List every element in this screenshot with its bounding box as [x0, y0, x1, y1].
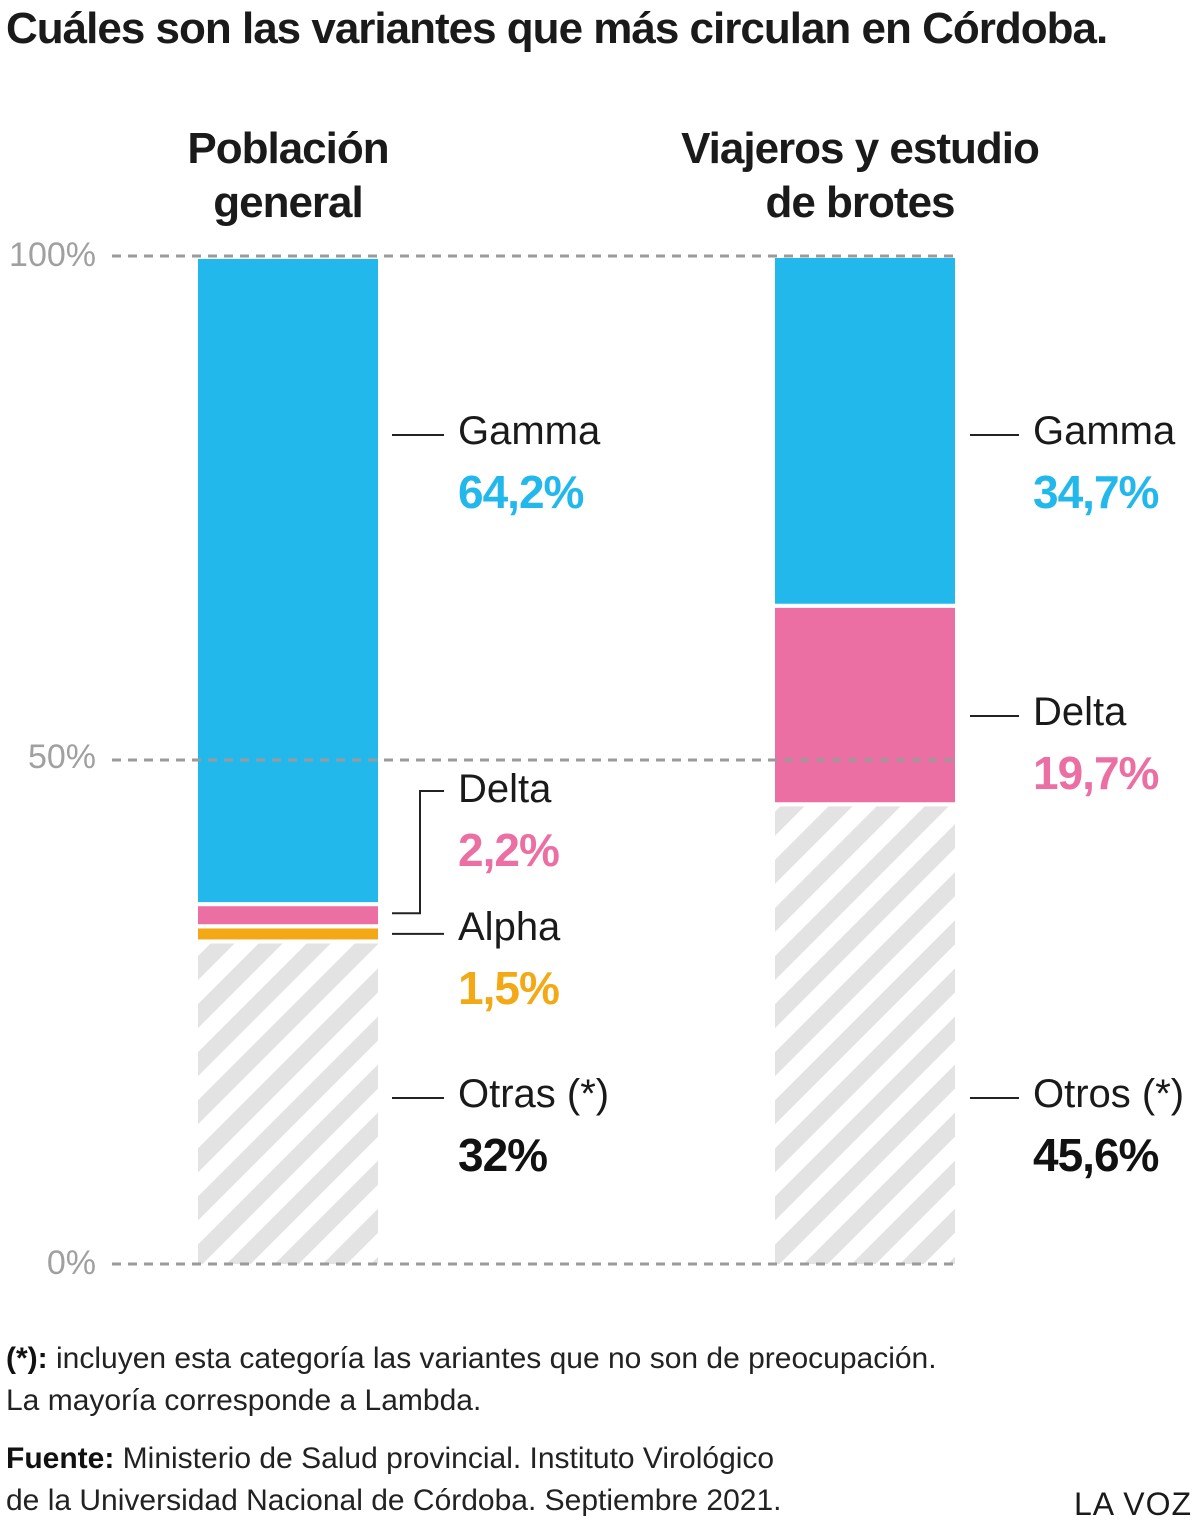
footnote-mark: (*): — [6, 1342, 48, 1375]
chart-title: Cuáles son las variantes que más circula… — [6, 4, 1108, 53]
label-name-alpha: Alpha — [458, 905, 561, 949]
leader-line-delta — [392, 790, 444, 915]
column-title-poblacion-general: Población general — [68, 122, 508, 230]
source-text-2: de la Universidad Nacional de Córdoba. S… — [6, 1484, 782, 1517]
bar-segment-otras-col0 — [198, 941, 378, 1264]
bar-segment-alpha-col0 — [198, 928, 378, 940]
footnote: (*): incluyen esta categoría las variant… — [6, 1338, 937, 1422]
column-title-line: Viajeros y estudio — [681, 124, 1040, 173]
column-title-line: Población — [187, 124, 389, 173]
label-name-gamma: Gamma — [1033, 409, 1176, 453]
y-tick-100: 100% — [9, 236, 96, 274]
label-value-delta: 19,7% — [1033, 747, 1159, 799]
brand-logo: LA VOZ — [1073, 1486, 1192, 1522]
label-name-otras: Otros (*) — [1033, 1072, 1185, 1116]
label-name-delta: Delta — [1033, 690, 1127, 734]
bar-segment-otras-col1 — [775, 804, 955, 1264]
label-name-delta: Delta — [458, 767, 552, 811]
source-note: Fuente: Ministerio de Salud provincial. … — [6, 1438, 781, 1522]
bar-segment-delta-col0 — [198, 906, 378, 925]
footnote-text-2: La mayoría corresponde a Lambda. — [6, 1384, 482, 1417]
y-tick-0: 0% — [46, 1244, 96, 1282]
label-value-alpha: 1,5% — [458, 962, 560, 1014]
label-value-gamma: 34,7% — [1033, 466, 1159, 518]
column-title-line: de brotes — [765, 178, 955, 227]
label-value-otras: 45,6% — [1033, 1129, 1159, 1181]
footnote-text: incluyen esta categoría las variantes qu… — [47, 1342, 937, 1375]
label-name-otras: Otras (*) — [458, 1072, 610, 1116]
label-name-gamma: Gamma — [458, 409, 601, 453]
label-value-gamma: 64,2% — [458, 466, 584, 518]
column-title-line: general — [213, 178, 364, 227]
label-value-otras: 32% — [458, 1129, 548, 1181]
column-title-viajeros: Viajeros y estudio de brotes — [640, 122, 1080, 230]
y-tick-50: 50% — [27, 738, 96, 776]
source-text: Ministerio de Salud provincial. Institut… — [114, 1442, 775, 1475]
bar-segment-delta-col1 — [775, 607, 955, 803]
label-value-delta: 2,2% — [458, 824, 560, 876]
bar-segment-gamma-col0 — [198, 259, 378, 905]
source-label: Fuente: — [6, 1442, 115, 1475]
bar-segment-gamma-col1 — [775, 258, 955, 606]
